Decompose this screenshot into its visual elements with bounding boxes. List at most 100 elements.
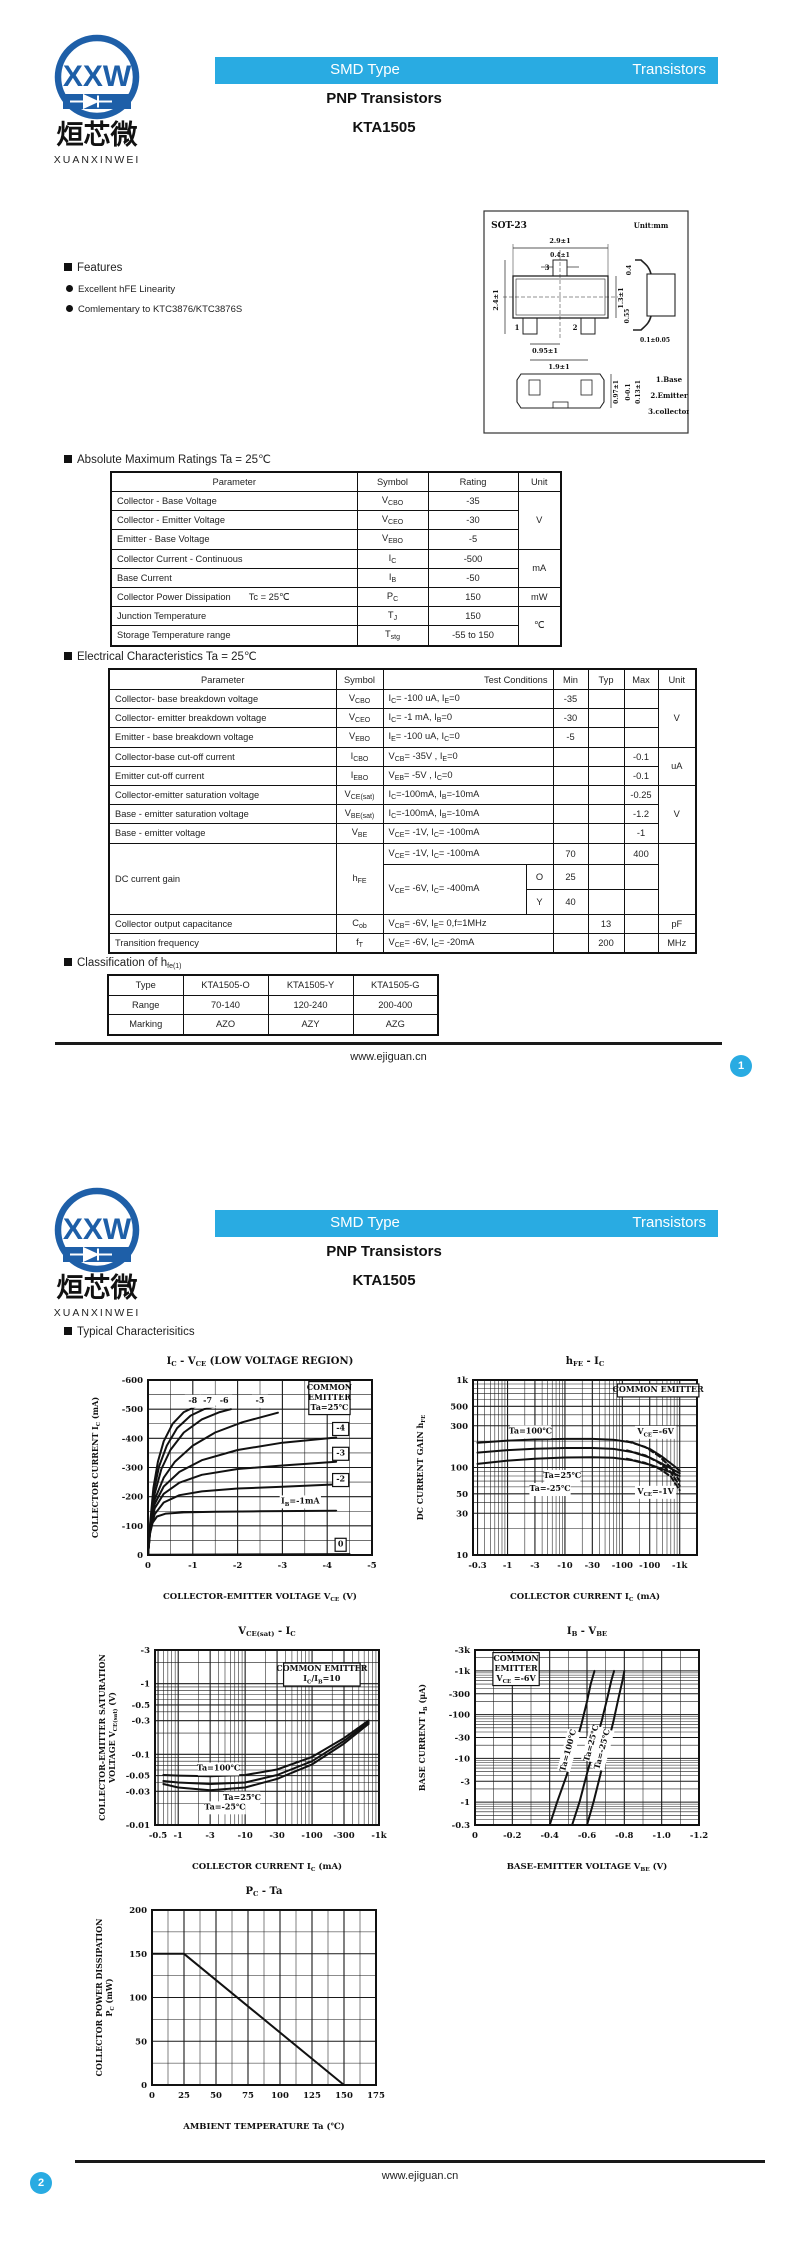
y-tick-label: -300 — [449, 1690, 470, 1700]
param-cell: Base - emitter voltage — [108, 823, 337, 844]
max-cell — [623, 913, 659, 934]
y-tick-label: -1k — [455, 1667, 471, 1677]
class-table-el: Type KTA1505-O KTA1505-Y KTA1505-G Range 70-1… — [107, 974, 439, 1036]
dim-text: 0.97±1 — [613, 380, 620, 404]
y-tick-label: 30 — [456, 1509, 468, 1519]
annotation-text: Ta=100℃ — [197, 1763, 241, 1773]
max-cell: 400 — [623, 842, 659, 865]
series-ib--1ma — [147, 1509, 338, 1556]
classification-table: Type KTA1505-O KTA1505-Y KTA1505-G Range 70-1… — [107, 974, 439, 1036]
y-axis-label: COLLECTOR CURRENT IC (mA) — [90, 1397, 102, 1539]
cond-cell: VCE= -6V, IC= -400mA — [382, 863, 527, 915]
x-tick-label: 125 — [303, 2091, 321, 2101]
symbol-cell: IB — [356, 567, 429, 588]
annotation: -8 — [184, 1394, 201, 1408]
y-tick-label: -0.5 — [132, 1701, 150, 1711]
annotation-text: -7 — [203, 1395, 212, 1405]
symbol-cell: ICBO — [335, 746, 384, 767]
annotation-text: EMITTER — [308, 1392, 351, 1402]
pkg-pin2 — [580, 317, 596, 335]
x-tick-label: -3 — [205, 1831, 215, 1841]
feature-item: Comlementary to KTC3876/KTC3876S — [66, 304, 242, 315]
annotation-text: 0 — [338, 1538, 344, 1548]
symbol-cell: VCEO — [335, 708, 384, 729]
cond-cell: IC=-100mA, IB=-10mA — [382, 804, 554, 825]
y-tick-label: -500 — [122, 1405, 143, 1415]
min-cell: -5 — [552, 727, 589, 748]
column-header: Unit — [657, 668, 697, 690]
unit-cell: V — [657, 784, 697, 844]
table-cell — [587, 888, 625, 915]
cond-cell: VCE= -1V, IC= -100mA — [382, 842, 554, 865]
typ-cell — [587, 708, 625, 729]
typ-cell: 13 — [587, 913, 625, 934]
y-axis-label: PC (mW) — [104, 1978, 116, 2016]
cond-cell: IE= -100 uA, IC=0 — [382, 727, 554, 748]
min-cell: -30 — [552, 708, 589, 729]
dim-text: 3.collector — [648, 407, 689, 416]
logo-initials: XXW — [63, 60, 132, 93]
x-tick-label: -1.2 — [690, 1831, 708, 1841]
dim-text: 1.9±1 — [548, 363, 569, 371]
min-cell: 70 — [552, 842, 589, 865]
x-tick-label: -100 — [301, 1831, 322, 1841]
package-drawing-sot23: SOT-23 Unit:mm 3 1 2 2.9±1 0.4±1 2.4±1 1.3±1 0.95… — [483, 210, 690, 434]
grade-cell: Y — [525, 888, 554, 915]
typ-cell — [587, 765, 625, 786]
table-cell — [587, 863, 625, 890]
y-tick-label: -300 — [122, 1464, 143, 1474]
banner: SMD Type Transistors — [215, 1210, 718, 1237]
unit-cell: mW — [517, 586, 562, 608]
bullet-icon — [66, 285, 73, 292]
y-tick-label: -30 — [455, 1734, 470, 1744]
x-tick-label: 25 — [178, 2091, 190, 2101]
y-tick-label: -0.03 — [126, 1787, 150, 1797]
grade-cell: O — [525, 863, 554, 890]
bullet-icon — [66, 305, 73, 312]
chart-ic-vce: 0 -1 -2 -3 -4 -5 0 -100 -200 -300 -400 -500 -600 IC -… — [85, 1342, 395, 1608]
x-tick-label: -300 — [333, 1831, 354, 1841]
x-tick-label: 75 — [242, 2091, 254, 2101]
max-cell: -0.1 — [623, 765, 659, 786]
x-tick-label: 50 — [210, 2091, 222, 2101]
x-tick-label: 0 — [149, 2091, 155, 2101]
annotation: Ta=-25℃ — [529, 1483, 571, 1497]
max-cell: -0.25 — [623, 784, 659, 806]
x-tick-label: 175 — [367, 2091, 385, 2101]
table-cell — [587, 842, 625, 865]
dim-text: 2.Emitter — [650, 391, 688, 400]
series-vce--6v-ta-100- — [476, 1437, 681, 1472]
chart-title: IC - VCE (LOW VOLTAGE REGION) — [167, 1356, 354, 1368]
annotation-text: -6 — [220, 1395, 229, 1405]
dim-text: 2 — [573, 323, 578, 332]
dim-text: 0.1±0.05 — [640, 337, 670, 344]
column-header: Test Conditions — [382, 668, 554, 690]
unit-cell: MHz — [657, 932, 697, 954]
y-tick-label: -600 — [122, 1376, 143, 1386]
part-number: KTA1505 — [352, 1272, 416, 1289]
column-header: Typ — [587, 668, 625, 690]
rating-cell: 150 — [427, 586, 519, 608]
symbol-cell: VCBO — [335, 688, 384, 710]
class-cell: KTA1505-G — [352, 974, 439, 996]
y-tick-label: 10 — [456, 1551, 468, 1561]
param-cell: Collector - Emitter Voltage — [110, 510, 358, 531]
x-axis-label: AMBIENT TEMPERATURE Ta (℃) — [182, 2121, 344, 2132]
elec-heading: Electrical Characteristics Ta = 25℃ — [64, 649, 257, 663]
annotation: Ta=100℃ — [509, 1425, 552, 1439]
class-cell: KTA1505-Y — [267, 974, 354, 996]
cond-cell: IC=-100mA, IB=-10mA — [382, 784, 554, 806]
rating-cell: 150 — [427, 606, 519, 627]
x-tick-label: -0.8 — [615, 1831, 633, 1841]
series-ta-25- — [162, 1721, 370, 1785]
banner-smd-type: SMD Type — [330, 1214, 400, 1231]
class-cell: AZG — [352, 1014, 439, 1035]
param-cell: DC current gain — [108, 842, 337, 915]
abs-max-table-el: Parameter Symbol Rating Unit Collector - Bas… — [110, 471, 562, 647]
param-cell: Collector- base breakdown voltage — [108, 688, 337, 710]
max-cell: -1.2 — [623, 804, 659, 825]
y-tick-label: -100 — [449, 1711, 470, 1721]
x-tick-label: -0.5 — [149, 1831, 167, 1841]
param-cell: Collector - Base Voltage — [110, 490, 358, 512]
typ-cell — [587, 727, 625, 748]
